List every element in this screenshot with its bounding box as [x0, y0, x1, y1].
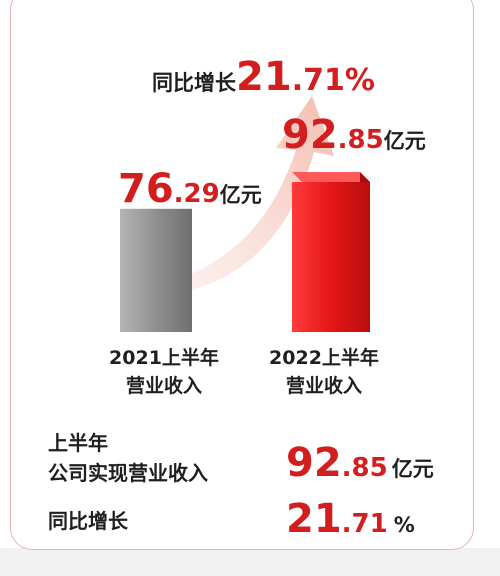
- growth-arrow-icon: [182, 96, 334, 290]
- value-2021-unit: 亿元: [219, 183, 262, 207]
- bar-2021: [120, 208, 192, 332]
- bar-2022-front: [292, 182, 370, 332]
- category-2021-line2: 营业收入: [125, 375, 202, 397]
- growth-annotation-int: 21: [236, 54, 292, 100]
- value-label-2022: 92.85亿元: [282, 112, 426, 158]
- summary-revenue-line1: 上半年: [48, 431, 108, 455]
- growth-annotation-dec: .71%: [291, 63, 375, 98]
- value-2021-dec: .29: [173, 179, 220, 209]
- summary-revenue-dec: .85: [341, 453, 388, 483]
- category-2022-line1: 2022上半年: [269, 347, 379, 369]
- summary-growth-label: 同比增长: [48, 509, 128, 533]
- value-2022-dec: .85: [337, 125, 384, 155]
- value-2021-int: 76: [118, 166, 174, 212]
- category-label-2021: 2021上半年 营业收入: [104, 344, 224, 400]
- summary-revenue-value: 92.85 亿元: [286, 440, 434, 486]
- bar-2022-top: [292, 172, 370, 182]
- growth-annotation: 同比增长21.71%: [152, 54, 375, 100]
- category-label-2022: 2022上半年 营业收入: [262, 344, 386, 400]
- value-label-2021: 76.29亿元: [118, 166, 262, 212]
- summary-revenue-int: 92: [286, 440, 342, 486]
- summary-revenue-label: 上半年 公司实现营业收入: [48, 428, 208, 488]
- summary-revenue-unit: 亿元: [391, 457, 434, 481]
- card-panel: [10, 0, 474, 550]
- value-2022-int: 92: [282, 112, 338, 158]
- bar-2021-front: [120, 208, 192, 332]
- summary-growth-value: 21.71%: [286, 496, 415, 542]
- summary-growth-unit: %: [393, 513, 415, 537]
- category-2021-line1: 2021上半年: [109, 347, 219, 369]
- summary-revenue-line2: 公司实现营业收入: [48, 461, 208, 485]
- growth-annotation-prefix: 同比增长: [152, 71, 236, 95]
- bar-2022: [292, 172, 370, 332]
- summary-growth-int: 21: [286, 496, 342, 542]
- summary-growth-dec: .71: [341, 509, 388, 539]
- category-2022-line2: 营业收入: [285, 375, 362, 397]
- bottom-strip: [0, 548, 500, 576]
- value-2022-unit: 亿元: [383, 129, 426, 153]
